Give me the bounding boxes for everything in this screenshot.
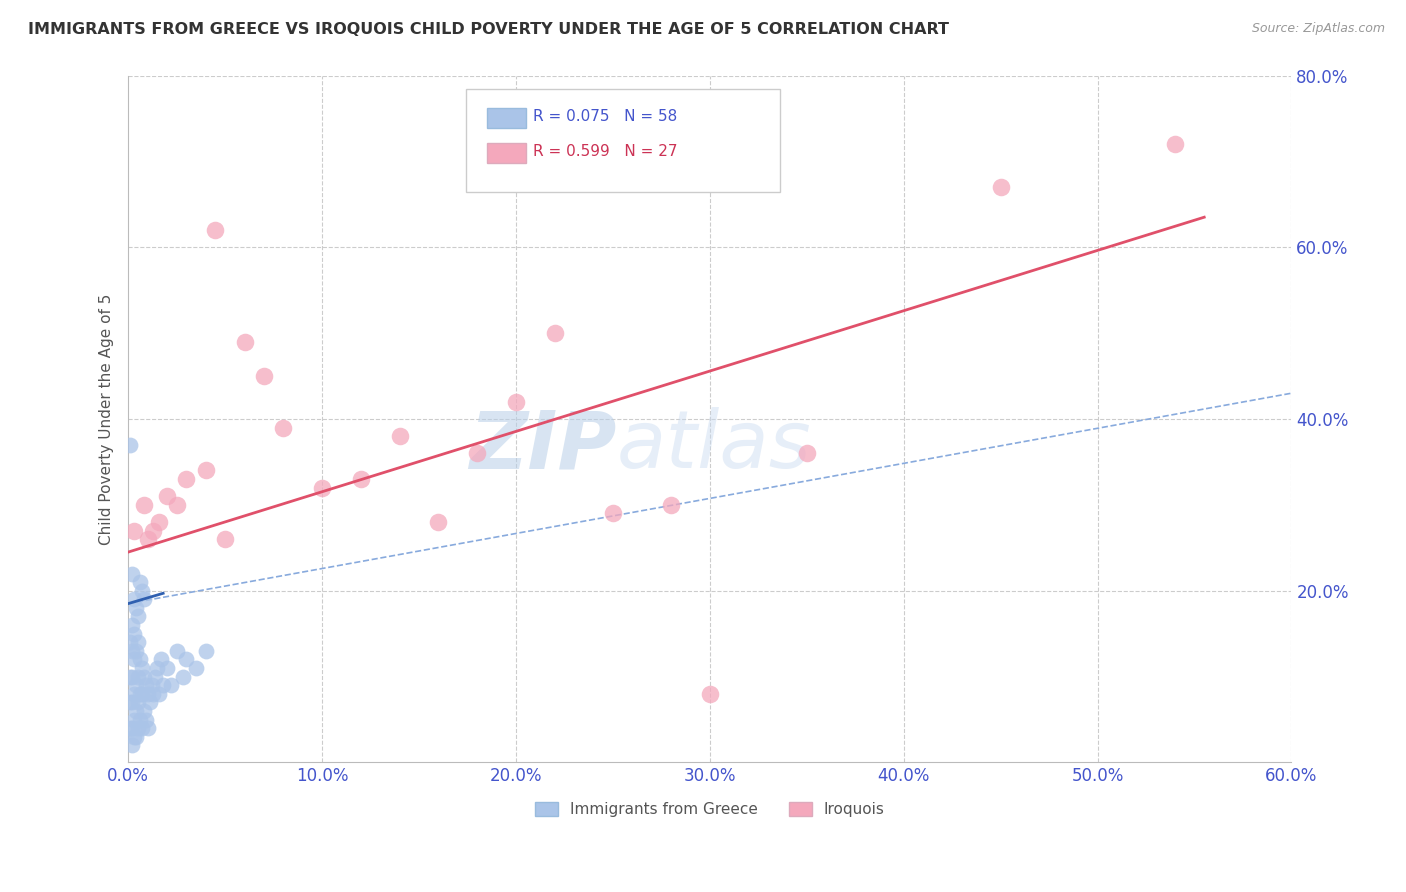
- Point: [194, 644, 217, 658]
- Point: [122, 687, 145, 701]
- Point: [659, 498, 682, 512]
- Point: [128, 575, 150, 590]
- Point: [142, 524, 165, 538]
- Point: [132, 704, 155, 718]
- Point: [135, 678, 157, 692]
- Point: [132, 669, 155, 683]
- Point: [120, 721, 142, 735]
- Point: [120, 669, 142, 683]
- Point: [131, 721, 153, 735]
- Point: [121, 566, 143, 581]
- Point: [125, 644, 148, 658]
- Point: [194, 463, 217, 477]
- Point: [122, 626, 145, 640]
- Point: [148, 515, 170, 529]
- Y-axis label: Child Poverty Under the Age of 5: Child Poverty Under the Age of 5: [100, 293, 114, 545]
- Point: [166, 644, 188, 658]
- Point: [427, 515, 450, 529]
- Point: [125, 678, 148, 692]
- Point: [350, 472, 373, 486]
- Point: [136, 687, 159, 701]
- Point: [138, 695, 160, 709]
- Point: [465, 446, 488, 460]
- Point: [136, 532, 159, 546]
- FancyBboxPatch shape: [486, 109, 526, 128]
- Point: [388, 429, 411, 443]
- Point: [166, 498, 188, 512]
- Point: [131, 687, 153, 701]
- Point: [146, 661, 169, 675]
- Point: [602, 507, 624, 521]
- Point: [505, 394, 527, 409]
- Point: [125, 704, 148, 718]
- Point: [132, 498, 155, 512]
- Text: R = 0.599   N = 27: R = 0.599 N = 27: [533, 144, 678, 159]
- Legend: Immigrants from Greece, Iroquois: Immigrants from Greece, Iroquois: [529, 797, 891, 823]
- Point: [120, 635, 142, 649]
- Point: [121, 695, 143, 709]
- Point: [122, 730, 145, 744]
- Point: [121, 721, 143, 735]
- Point: [172, 669, 194, 683]
- Point: [128, 713, 150, 727]
- Point: [122, 713, 145, 727]
- Point: [127, 669, 149, 683]
- Point: [145, 669, 167, 683]
- Point: [214, 532, 236, 546]
- Point: [121, 669, 143, 683]
- Point: [131, 661, 153, 675]
- Text: atlas: atlas: [617, 408, 811, 485]
- Text: ZIP: ZIP: [470, 408, 617, 485]
- FancyBboxPatch shape: [465, 89, 780, 193]
- Point: [150, 652, 173, 666]
- Point: [156, 661, 179, 675]
- Point: [253, 369, 276, 384]
- Point: [233, 334, 256, 349]
- Point: [127, 609, 149, 624]
- Point: [122, 524, 145, 538]
- Point: [125, 730, 148, 744]
- Point: [990, 180, 1012, 194]
- Point: [120, 695, 142, 709]
- Point: [136, 721, 159, 735]
- Point: [121, 738, 143, 752]
- Point: [132, 592, 155, 607]
- Point: [184, 661, 207, 675]
- Point: [127, 635, 149, 649]
- Point: [131, 583, 153, 598]
- Point: [311, 481, 333, 495]
- Point: [148, 687, 170, 701]
- Point: [176, 652, 198, 666]
- Point: [699, 687, 721, 701]
- Point: [122, 592, 145, 607]
- Point: [544, 326, 567, 340]
- Point: [176, 472, 198, 486]
- Point: [1164, 137, 1187, 152]
- Point: [152, 678, 174, 692]
- Point: [160, 678, 183, 692]
- Point: [796, 446, 818, 460]
- Point: [273, 420, 295, 434]
- Point: [127, 695, 149, 709]
- Point: [121, 618, 143, 632]
- Point: [121, 644, 143, 658]
- FancyBboxPatch shape: [486, 143, 526, 162]
- Point: [141, 678, 163, 692]
- Point: [128, 687, 150, 701]
- Point: [204, 223, 226, 237]
- Point: [135, 713, 157, 727]
- Text: R = 0.075   N = 58: R = 0.075 N = 58: [533, 109, 678, 124]
- Point: [128, 652, 150, 666]
- Point: [122, 652, 145, 666]
- Point: [142, 687, 165, 701]
- Point: [120, 438, 142, 452]
- Text: Source: ZipAtlas.com: Source: ZipAtlas.com: [1251, 22, 1385, 36]
- Point: [127, 721, 149, 735]
- Point: [156, 489, 179, 503]
- Point: [125, 600, 148, 615]
- Text: IMMIGRANTS FROM GREECE VS IROQUOIS CHILD POVERTY UNDER THE AGE OF 5 CORRELATION : IMMIGRANTS FROM GREECE VS IROQUOIS CHILD…: [28, 22, 949, 37]
